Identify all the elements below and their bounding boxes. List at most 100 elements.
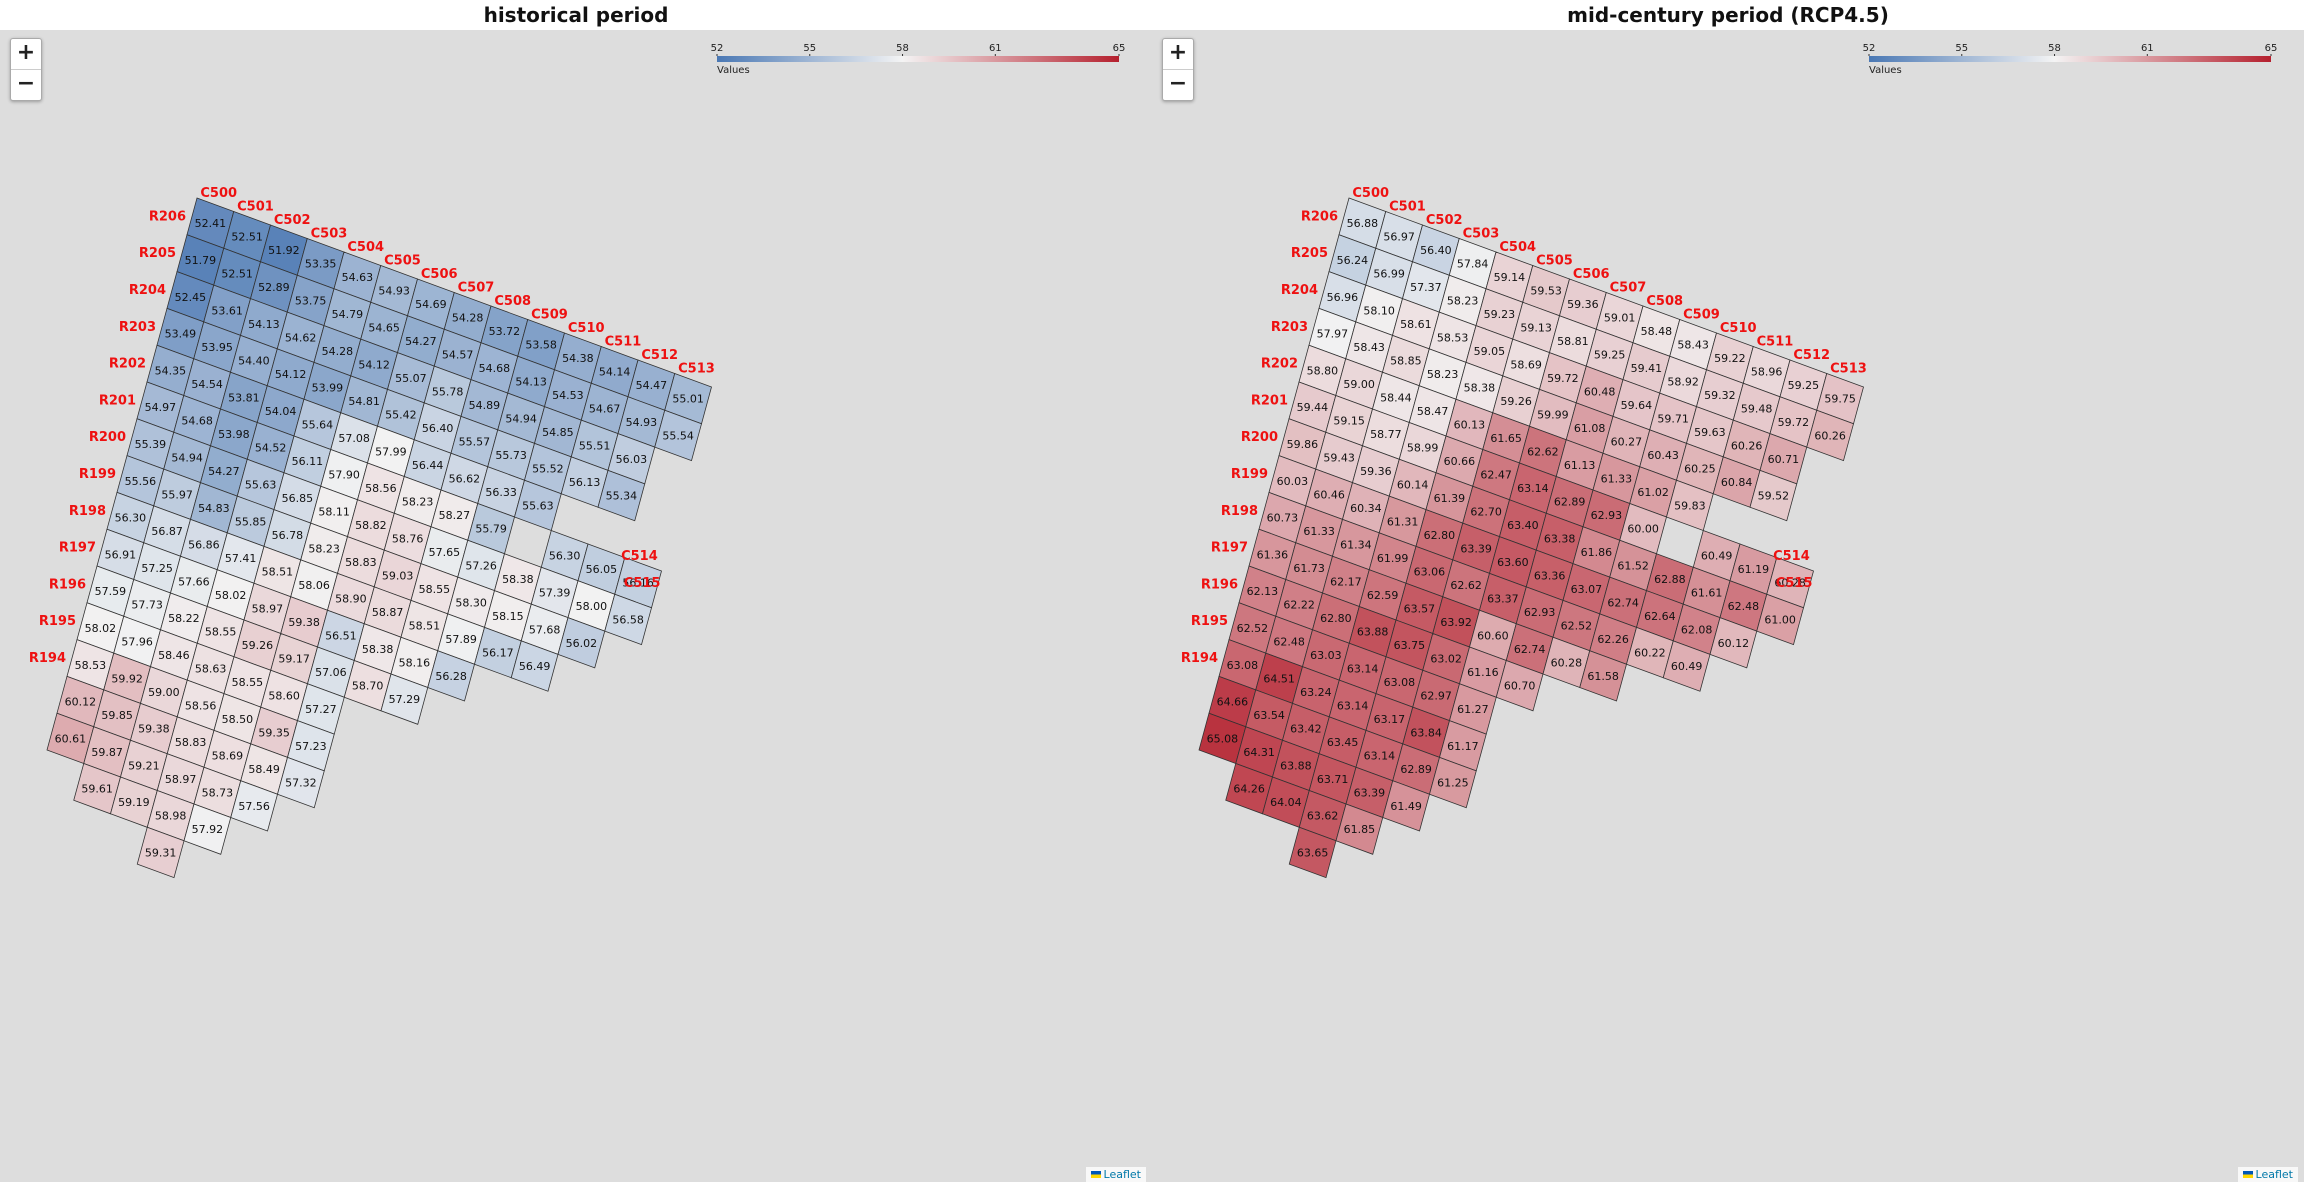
cell-value-label: 56.17 xyxy=(482,647,514,660)
cell-value-label: 64.66 xyxy=(1217,696,1249,709)
legend-colorbar xyxy=(1869,56,2271,62)
cell-value-label: 58.30 xyxy=(455,596,487,609)
grid-cell[interactable] xyxy=(380,673,429,725)
grid-cell[interactable] xyxy=(1662,640,1711,692)
cell-value-label: 62.13 xyxy=(1247,585,1279,598)
leaflet-link[interactable]: Leaflet xyxy=(1103,1168,1141,1181)
cell-value-label: 61.00 xyxy=(1764,613,1796,626)
grid-cell[interactable] xyxy=(1429,756,1477,809)
grid-cell[interactable] xyxy=(136,826,185,879)
cell-value-label: 57.39 xyxy=(539,586,571,599)
cell-value-label: 57.06 xyxy=(315,666,347,679)
cell-value-label: 58.56 xyxy=(185,699,217,712)
grid-cell[interactable] xyxy=(1709,617,1758,669)
cell-value-label: 59.14 xyxy=(1494,271,1526,284)
cell-value-label: 62.64 xyxy=(1644,610,1676,623)
cell-value-label: 59.83 xyxy=(1674,499,1706,512)
map-area[interactable]: 56.88 56.97 56.40 57.84 59.14 59.53 59.36 59.01… xyxy=(1152,30,2304,1182)
cell-value-label: 56.85 xyxy=(282,492,314,505)
cell-value-label: 59.86 xyxy=(1287,438,1319,451)
zoom-out-button[interactable]: − xyxy=(11,69,41,100)
cell-value-label: 60.28 xyxy=(1774,577,1806,590)
grid-cell[interactable] xyxy=(604,593,652,646)
cell-value-label: 58.27 xyxy=(439,509,471,522)
grid-cell[interactable] xyxy=(1749,469,1798,522)
cell-value-label: 58.38 xyxy=(362,643,394,656)
cell-value-label: 63.03 xyxy=(1310,649,1342,662)
map-canvas[interactable]: 52.41 52.51 51.92 53.35 54.63 54.93 54.69 54.28… xyxy=(0,30,1152,1182)
row-label: R194 xyxy=(1181,651,1218,666)
cell-value-label: 58.44 xyxy=(1380,391,1412,404)
cell-value-label: 63.39 xyxy=(1460,542,1492,555)
grid-cell[interactable] xyxy=(597,469,646,522)
grid-cell[interactable] xyxy=(1335,803,1384,855)
map-canvas[interactable]: 56.88 56.97 56.40 57.84 59.14 59.53 59.36 59.01… xyxy=(1152,30,2304,1182)
leaflet-link[interactable]: Leaflet xyxy=(2255,1168,2293,1181)
cell-value-label: 54.68 xyxy=(181,415,213,428)
cell-value-label: 56.62 xyxy=(449,472,481,485)
cell-value-label: 54.14 xyxy=(599,366,631,379)
column-label: C515 xyxy=(624,576,661,591)
row-label: R196 xyxy=(1201,577,1238,592)
row-label: R206 xyxy=(149,209,186,224)
panel-midcentury: mid-century period (RCP4.5) 56.88 56.97 56… xyxy=(1152,0,2304,1182)
cell-value-label: 55.39 xyxy=(135,438,167,451)
cell-values: 56.88 56.97 56.40 57.84 59.14 59.53 59.36 59.01… xyxy=(1207,217,1856,859)
cell-value-label: 58.80 xyxy=(1307,364,1339,377)
cell-value-label: 55.01 xyxy=(672,393,704,406)
grid-cell[interactable] xyxy=(1495,659,1544,712)
cell-value-label: 62.26 xyxy=(1597,633,1629,646)
row-label: R197 xyxy=(59,541,96,556)
cell-value-label: 55.85 xyxy=(235,515,267,528)
cell-value-label: 54.47 xyxy=(636,379,668,392)
cell-value-label: 59.05 xyxy=(1474,345,1506,358)
grid-cell[interactable] xyxy=(557,617,606,669)
cell-value-label: 58.02 xyxy=(85,622,117,635)
cell-value-label: 61.61 xyxy=(1691,586,1723,599)
grid-cell[interactable] xyxy=(1579,650,1627,702)
cell-value-label: 62.74 xyxy=(1514,643,1546,656)
cell-value-label: 53.61 xyxy=(211,304,243,317)
grid-cell[interactable] xyxy=(510,640,559,692)
grid-cell[interactable] xyxy=(277,756,325,809)
cell-value-label: 58.87 xyxy=(372,606,404,619)
cell-value-label: 54.35 xyxy=(155,364,187,377)
cell-value-label: 58.83 xyxy=(345,556,377,569)
attribution: Leaflet xyxy=(1085,1167,1146,1182)
legend-tick-label: 52 xyxy=(1863,43,1876,54)
grid-cell[interactable] xyxy=(1756,593,1804,646)
zoom-in-button[interactable]: + xyxy=(1168,40,1188,65)
grid-cell[interactable] xyxy=(183,803,232,855)
cell-value-label: 58.73 xyxy=(202,786,234,799)
grid-cell[interactable] xyxy=(1382,780,1430,832)
cell-value-label: 59.52 xyxy=(1758,490,1790,503)
zoom-in-button[interactable]: + xyxy=(16,40,36,65)
map-area[interactable]: 52.41 52.51 51.92 53.35 54.63 54.93 54.69 54.28… xyxy=(0,30,1152,1182)
cell-value-label: 54.12 xyxy=(275,368,307,381)
cell-value-label: 58.90 xyxy=(335,593,367,606)
cell-value-label: 59.72 xyxy=(1778,416,1810,429)
grid-cell[interactable] xyxy=(654,409,702,462)
row-label: R202 xyxy=(109,357,146,372)
cell-value-label: 61.16 xyxy=(1467,666,1499,679)
cell-value-label: 59.43 xyxy=(1323,451,1355,464)
cell-value-label: 60.60 xyxy=(1477,629,1509,642)
cell-value-label: 56.78 xyxy=(272,529,304,542)
grid-cell[interactable] xyxy=(427,650,475,702)
cell-value-label: 62.48 xyxy=(1273,635,1305,648)
column-label: C515 xyxy=(1776,576,1813,591)
cell-value-label: 54.85 xyxy=(542,426,574,439)
cell-value-label: 55.56 xyxy=(125,475,157,488)
cell-value-label: 62.48 xyxy=(1728,600,1760,613)
cell-value-label: 56.49 xyxy=(519,660,551,673)
cell-value-label: 56.44 xyxy=(412,459,444,472)
cell-value-label: 58.69 xyxy=(212,750,244,763)
grid-cell[interactable] xyxy=(1288,826,1337,879)
column-label: C505 xyxy=(384,253,421,268)
grid-cell[interactable] xyxy=(230,780,278,832)
cell-value-label: 64.26 xyxy=(1233,783,1265,796)
cell-value-label: 60.28 xyxy=(1551,656,1583,669)
zoom-out-button[interactable]: − xyxy=(1163,69,1193,100)
grid-cell[interactable] xyxy=(1806,409,1854,462)
cell-value-label: 55.52 xyxy=(532,463,564,476)
